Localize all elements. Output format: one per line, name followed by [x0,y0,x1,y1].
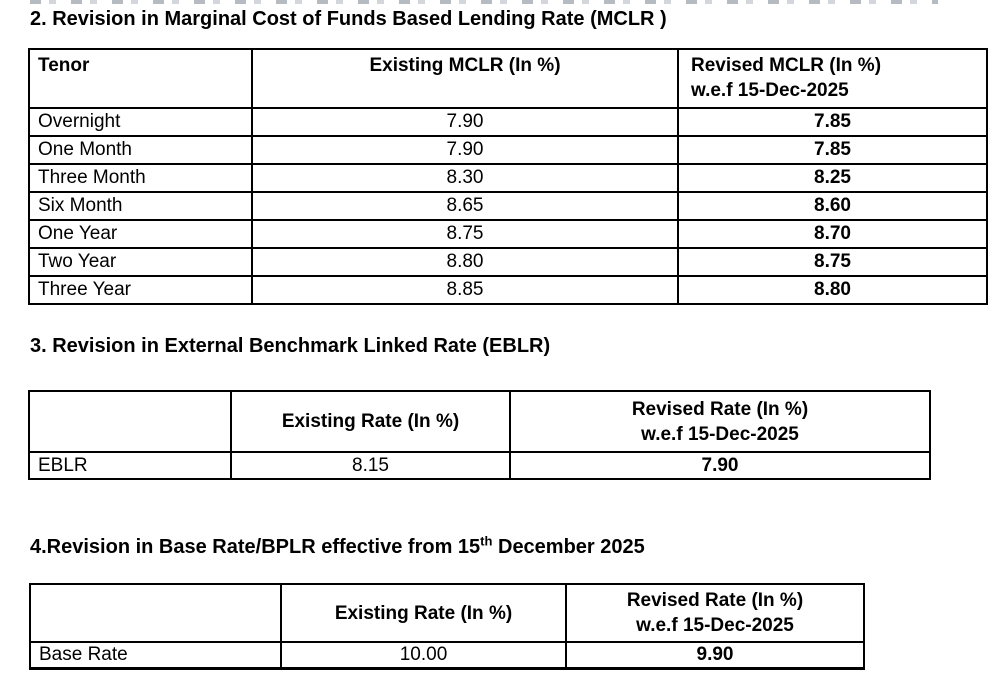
empty-header-cell [29,583,282,643]
table-row: One Year 8.75 8.70 [28,219,988,249]
tenor-cell: One Year [28,219,253,249]
base-rate-header-row: Existing Rate (In %) Revised Rate (In %)… [29,583,865,643]
tenor-cell: Three Year [28,275,253,305]
table-row: EBLR 8.15 7.90 [28,451,931,480]
tenor-cell: Two Year [28,247,253,277]
revised-rate-header-line2: w.e.f 15-Dec-2025 [636,615,794,636]
heading-4-text-after: December 2025 [492,536,645,558]
revised-value-cell: 8.60 [677,191,988,221]
existing-value-cell: 8.65 [251,191,679,221]
revised-mclr-header-line2: w.e.f 15-Dec-2025 [691,80,849,101]
revised-rate-header-line2: w.e.f 15-Dec-2025 [641,423,799,445]
revised-rate-header-cell: Revised Rate (In %) w.e.f 15-Dec-2025 [565,583,865,643]
revised-value-cell: 8.80 [677,275,988,305]
revised-mclr-header-line1: Revised MCLR (In %) [691,55,882,76]
existing-rate-header-label: Existing Rate (In %) [281,411,460,432]
revised-value-cell: 7.85 [677,135,988,165]
empty-header-cell [28,390,232,453]
row-label-cell: EBLR [28,451,232,480]
table-row: Three Month 8.30 8.25 [28,163,988,193]
revised-value-cell: 8.75 [677,247,988,277]
base-rate-table: Existing Rate (In %) Revised Rate (In %)… [29,583,865,670]
eblr-header-row: Existing Rate (In %) Revised Rate (In %)… [28,390,931,453]
tenor-cell: Overnight [28,107,253,137]
heading-4-text-before: 4.Revision in Base Rate/BPLR effective f… [30,536,481,558]
tenor-cell: Six Month [28,191,253,221]
existing-value-cell: 7.90 [251,107,679,137]
existing-value-cell: 8.80 [251,247,679,277]
tenor-header-cell: Tenor [28,48,253,109]
clipped-text-artifact [30,0,938,4]
tenor-cell: One Month [28,135,253,165]
existing-rate-header-label: Existing Rate (In %) [334,602,513,624]
section-3-heading: 3. Revision in External Benchmark Linked… [30,335,551,357]
existing-rate-header-cell: Existing Rate (In %) [230,390,511,453]
table-row: Six Month 8.65 8.60 [28,191,988,221]
heading-4-superscript: th [480,533,493,549]
revised-mclr-header-cell: Revised MCLR (In %) w.e.f 15-Dec-2025 [677,48,988,109]
section-2-heading: 2. Revision in Marginal Cost of Funds Ba… [30,8,667,30]
existing-value-cell: 8.30 [251,163,679,193]
revised-rate-header-line1: Revised Rate (In %) [626,590,804,611]
mclr-rates-table: Tenor Existing MCLR (In %) Revised MCLR … [28,48,988,305]
revised-value-cell: 7.90 [509,451,931,480]
revised-rate-header-cell: Revised Rate (In %) w.e.f 15-Dec-2025 [509,390,931,453]
mclr-header-row: Tenor Existing MCLR (In %) Revised MCLR … [28,48,988,109]
revised-value-cell: 9.90 [565,641,865,670]
existing-value-cell: 8.75 [251,219,679,249]
existing-value-cell: 8.85 [251,275,679,305]
table-row: Base Rate 10.00 9.90 [29,641,865,670]
row-label-cell: Base Rate [29,641,282,670]
tenor-header-label: Tenor [38,55,90,76]
existing-mclr-header-label: Existing MCLR (In %) [369,55,561,76]
revised-value-cell: 7.85 [677,107,988,137]
revised-value-cell: 8.70 [677,219,988,249]
revised-value-cell: 8.25 [677,163,988,193]
section-4-heading: 4.Revision in Base Rate/BPLR effective f… [30,533,645,559]
existing-value-cell: 10.00 [280,641,567,670]
existing-rate-header-cell: Existing Rate (In %) [280,583,567,643]
tenor-cell: Three Month [28,163,253,193]
table-row: Two Year 8.80 8.75 [28,247,988,277]
table-row: Three Year 8.85 8.80 [28,275,988,305]
table-row: Overnight 7.90 7.85 [28,107,988,137]
table-row: One Month 7.90 7.85 [28,135,988,165]
existing-mclr-header-cell: Existing MCLR (In %) [251,48,679,109]
eblr-rate-table: Existing Rate (In %) Revised Rate (In %)… [28,390,931,480]
existing-value-cell: 8.15 [230,451,511,480]
revised-rate-header-line1: Revised Rate (In %) [631,398,809,420]
existing-value-cell: 7.90 [251,135,679,165]
